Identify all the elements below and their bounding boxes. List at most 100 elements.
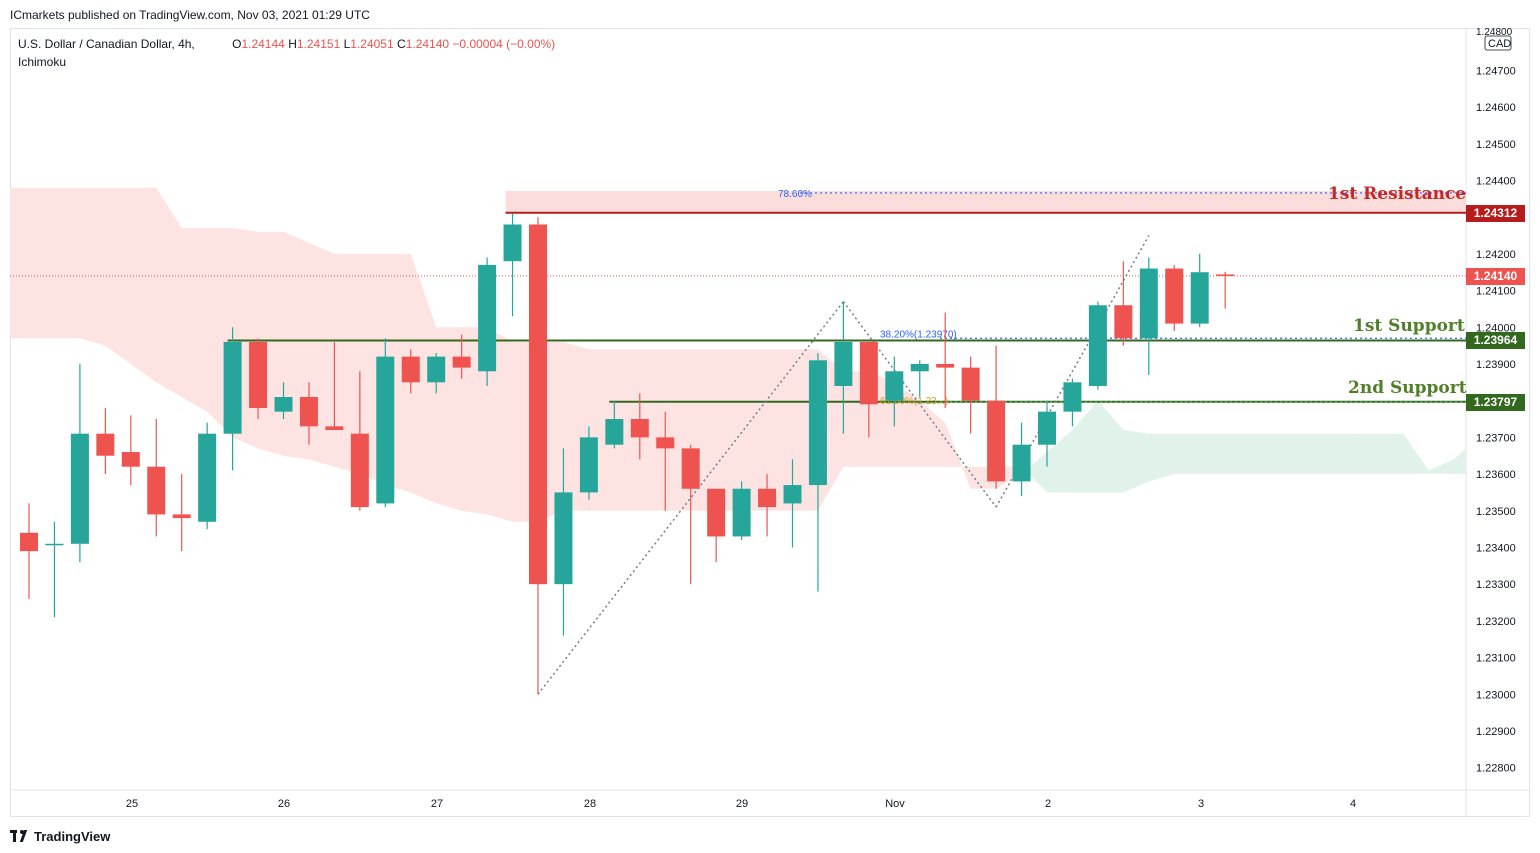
y-tick-label: 1.24500	[1476, 139, 1516, 151]
fib-382-label: 38.20%(1.23970)	[880, 329, 957, 340]
candle-body	[478, 264, 497, 372]
candle-body	[808, 360, 827, 486]
candle[interactable]	[249, 338, 268, 420]
candle[interactable]	[147, 419, 166, 537]
candle[interactable]	[1114, 261, 1133, 346]
candle[interactable]	[299, 382, 318, 445]
candle[interactable]	[274, 382, 293, 420]
candle[interactable]	[707, 488, 726, 563]
candle[interactable]	[121, 415, 140, 486]
candle-body	[707, 488, 726, 537]
candle[interactable]	[172, 474, 191, 552]
candle[interactable]	[1063, 378, 1082, 427]
candle[interactable]	[478, 257, 497, 386]
candle[interactable]	[681, 444, 700, 585]
candle[interactable]	[452, 334, 471, 379]
candle-body	[936, 363, 955, 368]
candle-body	[579, 437, 598, 493]
candle-body	[554, 492, 573, 585]
candle[interactable]	[783, 459, 802, 548]
candle[interactable]	[859, 341, 878, 438]
candle-body	[1063, 382, 1082, 412]
x-tick-label: 3	[1198, 798, 1204, 810]
x-tick-label: 27	[431, 798, 443, 810]
candle-body	[732, 488, 751, 537]
y-tick-label: 1.23900	[1476, 359, 1516, 371]
high-label: H	[288, 37, 297, 51]
candle-body	[1012, 444, 1031, 482]
candle[interactable]	[1216, 271, 1235, 309]
candle[interactable]	[1190, 253, 1209, 328]
candle[interactable]	[1038, 400, 1056, 467]
candle-body	[681, 448, 700, 489]
candle-body	[783, 485, 802, 504]
candle[interactable]	[554, 448, 573, 636]
candle[interactable]	[885, 356, 904, 427]
candle-body	[147, 466, 166, 515]
candle-body	[376, 356, 395, 504]
candle[interactable]	[223, 327, 242, 471]
support1-price-tag: 1.23964	[1466, 332, 1525, 350]
candle[interactable]	[45, 521, 64, 618]
candle[interactable]	[961, 356, 980, 434]
y-tick-label: 1.23200	[1476, 616, 1516, 628]
candle[interactable]	[808, 352, 827, 592]
ohlc-values: O1.24144 H1.24151 L1.24051 C1.24140 −0.0…	[232, 37, 555, 51]
candle[interactable]	[325, 341, 344, 431]
candle[interactable]	[732, 481, 751, 541]
y-tick-label: 1.24200	[1476, 249, 1516, 261]
candle-body	[987, 400, 1006, 482]
resistance-label: 1st Resistance	[1328, 184, 1467, 205]
currency-badge[interactable]	[1484, 35, 1512, 51]
candle-body	[961, 367, 980, 401]
symbol-name[interactable]: U.S. Dollar / Canadian Dollar, 4h,	[18, 37, 195, 51]
candle[interactable]	[1012, 422, 1031, 497]
candle[interactable]	[20, 503, 38, 599]
candle[interactable]	[605, 400, 624, 449]
candle[interactable]	[630, 393, 649, 460]
candle-body	[859, 341, 878, 405]
candle-body	[1088, 305, 1107, 386]
candle-body	[1038, 411, 1056, 445]
candle[interactable]	[1165, 264, 1184, 331]
ichimoku-cloud-bearish	[10, 187, 1022, 522]
candle[interactable]	[401, 349, 420, 394]
candle[interactable]	[936, 312, 955, 408]
candle-body	[350, 433, 369, 508]
candle[interactable]	[96, 408, 115, 475]
candle[interactable]	[910, 360, 929, 397]
support2-label: 2nd Support	[1348, 378, 1467, 399]
support2-price-tag: 1.23797	[1466, 393, 1525, 411]
tradingview-logo-icon	[10, 830, 37, 842]
y-tick-label: 1.23600	[1476, 469, 1516, 481]
candle[interactable]	[656, 411, 675, 511]
candle-body	[630, 419, 649, 438]
candle[interactable]	[350, 371, 369, 511]
close-label: C	[397, 37, 406, 51]
candle[interactable]	[758, 474, 777, 537]
x-tick-label: Nov	[885, 798, 905, 810]
candle-body	[885, 371, 904, 401]
candle[interactable]	[198, 422, 217, 530]
candle[interactable]	[427, 352, 446, 394]
candle[interactable]	[834, 301, 853, 434]
candle[interactable]	[376, 338, 395, 508]
candle[interactable]	[579, 426, 598, 500]
candle-body	[605, 419, 624, 445]
candle[interactable]	[1139, 257, 1158, 375]
resistance-price-tag: 1.24312	[1466, 204, 1525, 222]
candle-body	[529, 224, 547, 585]
footer-brand-label: TradingView	[34, 828, 111, 844]
candle[interactable]	[529, 217, 547, 695]
footer-brand[interactable]: TradingView	[10, 826, 110, 846]
candle[interactable]	[503, 213, 522, 317]
candle[interactable]	[987, 345, 1006, 489]
candle[interactable]	[1088, 301, 1107, 390]
support1-label: 1st Support	[1353, 316, 1465, 337]
chart-frame[interactable]: 78.60% 38.20%(1.23970) 61.80%(1.23...) 1.24…	[10, 28, 1530, 817]
chart-canvas[interactable]: 78.60% 38.20%(1.23970) 61.80%(1.23...) 1.24…	[10, 28, 1530, 817]
candle[interactable]	[70, 363, 89, 563]
candle-body	[249, 341, 268, 408]
indicator-name[interactable]: Ichimoku	[18, 55, 67, 69]
y-tick-label: 1.24600	[1476, 102, 1516, 114]
